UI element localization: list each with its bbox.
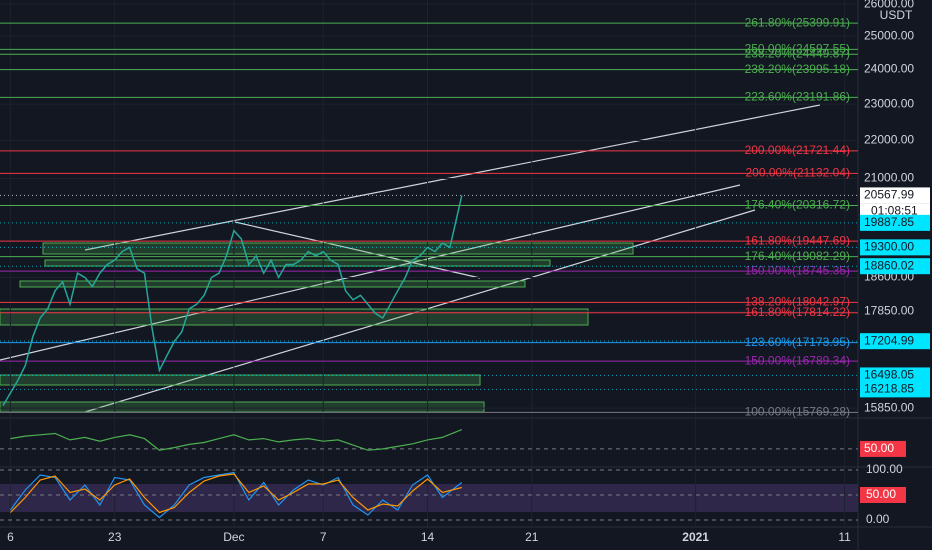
marker-box <box>860 187 930 204</box>
x-tick-label: 14 <box>421 530 435 544</box>
fib-label: 200.00%(21132.04) <box>745 165 850 179</box>
y-tick-label: 23000.00 <box>864 96 914 110</box>
rsi-box <box>860 440 906 457</box>
x-tick-label: 7 <box>320 530 327 544</box>
y-tick-label: 22000.00 <box>864 133 914 147</box>
marker-label: 17204.99 <box>864 333 914 347</box>
price-line <box>2 195 463 406</box>
fib-label: 200.00%(21721.44) <box>745 143 850 157</box>
stoch-band <box>0 484 858 512</box>
zone <box>42 242 634 255</box>
zone <box>19 280 526 288</box>
fib-label: 223.60%(23191.86) <box>745 90 850 104</box>
rsi-tick-label: 50.00 <box>864 441 894 455</box>
marker-box <box>860 381 930 398</box>
y-tick-label: 24000.00 <box>864 62 914 76</box>
fib-label: 176.40%(20316.72) <box>745 198 850 212</box>
stoch-tick-label: 50.00 <box>866 487 896 501</box>
marker-label: 20567.99 <box>864 188 914 202</box>
stoch-tick-label: 0.00 <box>866 512 890 526</box>
fib-label: 123.60%(17173.95) <box>745 335 850 349</box>
x-tick-label: 23 <box>108 530 122 544</box>
stoch-line <box>9 471 463 519</box>
fib-label: 100.00%(15769.28) <box>745 404 850 418</box>
stoch-box <box>860 487 906 503</box>
countdown-label: 01:08:51 <box>871 204 918 218</box>
fib-label: 161.80%(19447.69) <box>745 233 850 247</box>
y-tick-label: 25000.00 <box>864 28 914 42</box>
fib-label: 250.00%(24597.55) <box>745 42 850 56</box>
x-tick-label: 21 <box>525 530 539 544</box>
trendline <box>0 184 741 361</box>
fib-label: 150.00%(16789.34) <box>745 353 850 367</box>
marker-box <box>860 367 930 384</box>
zone <box>0 401 485 413</box>
fib-label: 150.00%(18745.35) <box>745 263 850 277</box>
zone <box>0 374 481 386</box>
trendline <box>234 221 481 279</box>
currency-label: USDT <box>880 8 913 22</box>
marker-box <box>860 258 930 275</box>
marker-label: 19300.00 <box>864 240 914 254</box>
y-tick-label: 15850.00 <box>864 400 914 414</box>
y-tick-label: 26000.00 <box>864 0 914 10</box>
x-tick-label: Dec <box>223 530 244 544</box>
stoch-line <box>9 473 462 514</box>
marker-label: 18860.02 <box>864 258 914 272</box>
marker-box <box>860 239 930 256</box>
marker-label: 16218.85 <box>864 382 914 396</box>
marker-box <box>860 333 930 350</box>
x-tick-label: 2021 <box>682 530 709 544</box>
y-tick-label: 17850.00 <box>864 303 914 317</box>
rsi-line <box>10 429 463 451</box>
fib-label: 161.80%(17814.22) <box>745 305 850 319</box>
fib-label: 238.20%(24449.87) <box>745 46 850 60</box>
fib-label: 238.20%(23995.18) <box>745 62 850 76</box>
fib-label: 138.20%(18042.97) <box>745 295 850 309</box>
trendline <box>84 104 821 251</box>
fib-label: 261.80%(25399.91) <box>745 15 850 29</box>
x-tick-label: 11 <box>838 530 851 544</box>
marker-label: 16498.05 <box>864 368 914 382</box>
marker-box <box>860 214 930 231</box>
marker-label: 19887.85 <box>864 215 914 229</box>
fib-label: 176.40%(19082.29) <box>745 249 850 263</box>
y-tick-label: 21000.00 <box>864 171 914 185</box>
stoch-tick-label: 100.00 <box>866 462 903 476</box>
x-tick-label: 6 <box>7 530 14 544</box>
